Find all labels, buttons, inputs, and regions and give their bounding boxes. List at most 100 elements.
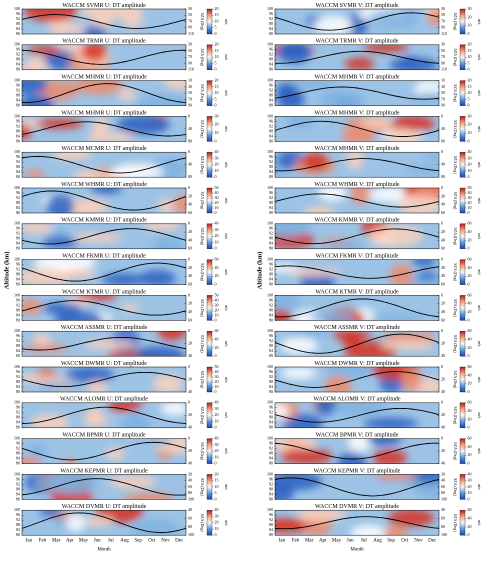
field-blob bbox=[411, 259, 437, 267]
y2-tick-label: 20 bbox=[188, 448, 192, 453]
field-blob bbox=[319, 90, 367, 106]
panel-title: WACCM DVMR V: DT amplitude bbox=[315, 504, 399, 510]
field-blob bbox=[280, 337, 318, 355]
y-tick-label: 88 bbox=[269, 272, 273, 277]
colorbar bbox=[459, 80, 466, 106]
y-tick-label: 84 bbox=[16, 312, 20, 317]
field-blob bbox=[341, 127, 375, 142]
y-tick-label: 80 bbox=[16, 67, 20, 72]
field-blob bbox=[118, 87, 136, 102]
x-tick-label: Apr bbox=[319, 538, 327, 543]
panel-title: WACCM TRMR V: DT amplitude bbox=[316, 39, 399, 45]
contour-field bbox=[22, 80, 186, 106]
y2-tick-label: 80 bbox=[188, 524, 192, 529]
y-tick-label: 92 bbox=[269, 481, 273, 486]
colorbar-tick-label: 0 bbox=[215, 67, 217, 72]
y-tick-label: 88 bbox=[269, 200, 273, 205]
colorbar-tick-label: 40 bbox=[215, 400, 219, 405]
panel: WACCM ASSMR U: DT amplitude 8084889296100… bbox=[14, 325, 229, 358]
y2-tick-label: 20 bbox=[441, 448, 445, 453]
field-blob bbox=[283, 80, 338, 89]
y2-tick-label: 20 bbox=[441, 193, 445, 198]
y-tick-label: 88 bbox=[16, 200, 20, 205]
y-tick-label: 92 bbox=[16, 159, 20, 164]
colorbar-tick-label: 10 bbox=[215, 239, 219, 244]
field-blob bbox=[302, 206, 337, 213]
y-tick-label: 88 bbox=[16, 522, 20, 527]
y-tick-label: 88 bbox=[16, 486, 20, 491]
y-tick-label: 96 bbox=[16, 226, 20, 231]
y2-tick-label: 50 bbox=[441, 90, 445, 95]
colorbar-title: m/s bbox=[224, 341, 229, 347]
colorbar-tick-label: 30 bbox=[215, 195, 219, 200]
y2-tick-label: 20 bbox=[188, 376, 192, 381]
contour-field bbox=[275, 9, 439, 34]
y2-tick-label: 20 bbox=[441, 412, 445, 417]
y2-tick-label: 0 bbox=[188, 149, 190, 154]
field-blob bbox=[151, 235, 184, 249]
y2-tick-label: 20 bbox=[188, 412, 192, 417]
y-tick-label: 88 bbox=[269, 415, 273, 420]
y-tick-label: 88 bbox=[269, 522, 273, 527]
y2-tick-label: 90 bbox=[188, 103, 192, 108]
colorbar-tick-label: 10 bbox=[215, 454, 219, 459]
y-tick-label: 100 bbox=[14, 292, 20, 297]
field-blob bbox=[120, 303, 141, 312]
colorbar bbox=[206, 152, 213, 178]
contour-field bbox=[22, 438, 186, 464]
y-tick-label: 88 bbox=[16, 272, 20, 277]
y2-tick-label: 40 bbox=[188, 309, 192, 314]
y-tick-label: 92 bbox=[16, 446, 20, 451]
contour-field bbox=[275, 259, 439, 285]
contour-field bbox=[22, 367, 186, 392]
panel-title: WACCM DVMR U: DT amplitude bbox=[62, 504, 147, 510]
field-blob bbox=[62, 459, 79, 464]
colorbar-title: m/s bbox=[224, 19, 229, 25]
field-blob bbox=[417, 272, 437, 281]
y-tick-label: 96 bbox=[269, 441, 273, 446]
y-tick-label: 84 bbox=[269, 241, 273, 246]
panel-title: WACCM ALOMR U: DT amplitude bbox=[60, 397, 148, 403]
sza-curve bbox=[275, 407, 439, 423]
y-tick-label: 84 bbox=[269, 527, 273, 532]
field-blob bbox=[344, 57, 375, 70]
colorbar-tick-label: 0 bbox=[215, 138, 217, 143]
colorbar-tick-label: 30 bbox=[215, 442, 219, 447]
y2-axis-title: SZA (Deg) bbox=[453, 263, 458, 281]
y-tick-label: 96 bbox=[16, 154, 20, 159]
colorbar-tick-label: 20 bbox=[468, 524, 472, 529]
panel: WACCM ALOMR V: DT amplitude 8084889296100… bbox=[267, 397, 482, 430]
field-blob bbox=[278, 44, 311, 56]
sza-curve bbox=[22, 121, 186, 137]
colorbar-tick-label: 20 bbox=[215, 162, 219, 167]
colorbar-tick-label: 10 bbox=[215, 526, 219, 531]
y-tick-label: 96 bbox=[16, 333, 20, 338]
field-blobs bbox=[22, 44, 111, 70]
sza-curve bbox=[22, 190, 186, 211]
y-tick-label: 96 bbox=[269, 11, 273, 16]
y2-tick-label: 0 bbox=[188, 328, 190, 333]
y-tick-label: 92 bbox=[16, 16, 20, 21]
field-blob bbox=[287, 331, 331, 338]
field-blob bbox=[81, 44, 107, 62]
colorbar-tick-label: 20 bbox=[468, 162, 472, 167]
panel-title: WACCM WHMR V: DT amplitude bbox=[314, 182, 400, 188]
colorbar-title: m/s bbox=[477, 162, 482, 168]
y2-tick-label: 110 bbox=[441, 67, 447, 72]
colorbar-tick-label: 5 bbox=[468, 96, 470, 101]
sza-curve bbox=[22, 336, 186, 351]
y-tick-label: 84 bbox=[269, 133, 273, 138]
colorbar-title: m/s bbox=[477, 90, 482, 96]
y2-tick-label: 70 bbox=[441, 96, 445, 101]
panel-title: WACCM MCMR U: DT amplitude bbox=[61, 146, 147, 152]
colorbar-tick-label: 50 bbox=[215, 185, 219, 190]
colorbar-tick-label: 20 bbox=[215, 42, 219, 47]
field-blob bbox=[120, 9, 144, 28]
panel-title: WACCM DWMR U: DT amplitude bbox=[61, 361, 147, 367]
y-tick-label: 80 bbox=[16, 210, 20, 215]
field-blobs bbox=[275, 223, 423, 249]
